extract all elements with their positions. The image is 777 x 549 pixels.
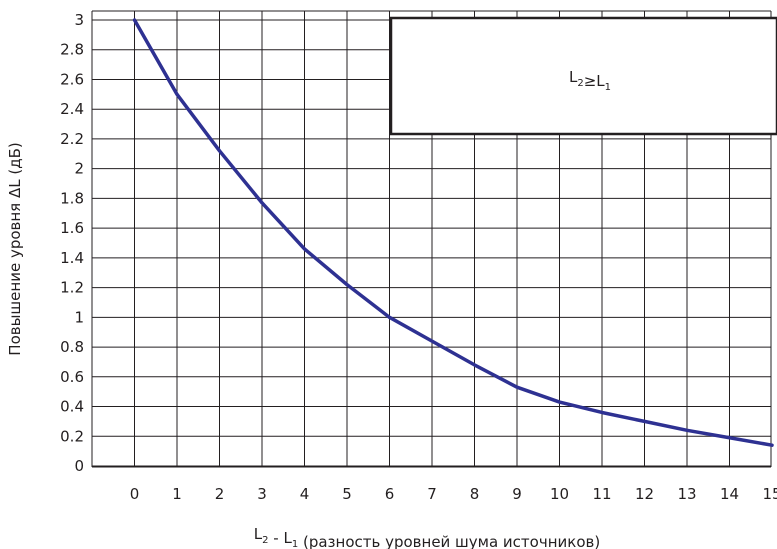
- y-tick-label: 3: [74, 11, 84, 29]
- x-tick-label: 3: [257, 485, 267, 503]
- y-axis-label: Повышение уровня ΔL (дБ): [6, 142, 24, 355]
- x-tick-label: 1: [172, 485, 182, 503]
- x-tick-label: 2: [215, 485, 225, 503]
- y-tick-label: 0.4: [60, 398, 84, 416]
- series-layer: [132, 18, 774, 447]
- x-tick-label: 7: [427, 485, 437, 503]
- x-tick-labels: 0 1 2 3 4 5 6 7 8 9 10 11 12 13 14 15: [130, 485, 777, 503]
- y-tick-label: 0.8: [60, 338, 84, 356]
- annotation-frame: [389, 16, 777, 136]
- annotation-text: L2≥L1: [569, 68, 611, 93]
- y-tick-label: 2.2: [60, 130, 84, 148]
- x-axis-label: L2 - L1 (разность уровней шума источнико…: [254, 525, 600, 549]
- y-tick-label: 0: [74, 457, 84, 475]
- y-tick-label: 0.2: [60, 427, 84, 445]
- y-tick-label: 1.8: [60, 189, 84, 207]
- x-tick-label: 10: [550, 485, 569, 503]
- y-tick-label: 2: [74, 160, 84, 178]
- x-tick-label: 12: [635, 485, 654, 503]
- y-tick-label: 1.2: [60, 279, 84, 297]
- x-tick-label: 11: [592, 485, 611, 503]
- x-tick-label: 6: [385, 485, 395, 503]
- y-tick-label: 2.8: [60, 41, 84, 59]
- y-tick-label: 1: [74, 308, 84, 326]
- y-tick-labels: 0 0.2 0.4 0.6 0.8 1 1.2 1.4 1.6 1.8 2 2.2 2.4 2.6 2.8 3: [60, 11, 84, 475]
- x-tick-label: 5: [342, 485, 352, 503]
- y-tick-label: 1.4: [60, 249, 84, 267]
- annotation-box: L2≥L1: [389, 16, 777, 136]
- y-tick-label: 2.6: [60, 70, 84, 88]
- x-tick-label: 9: [512, 485, 522, 503]
- y-tick-label: 1.6: [60, 219, 84, 237]
- x-tick-label: 14: [720, 485, 739, 503]
- series-line: [132, 18, 774, 447]
- y-tick-label: 0.6: [60, 368, 84, 386]
- x-tick-label: 0: [130, 485, 140, 503]
- x-tick-label: 13: [677, 485, 696, 503]
- y-tick-label: 2.4: [60, 100, 84, 118]
- x-tick-label: 4: [300, 485, 310, 503]
- x-tick-label: 8: [470, 485, 480, 503]
- x-tick-label: 15: [762, 485, 777, 503]
